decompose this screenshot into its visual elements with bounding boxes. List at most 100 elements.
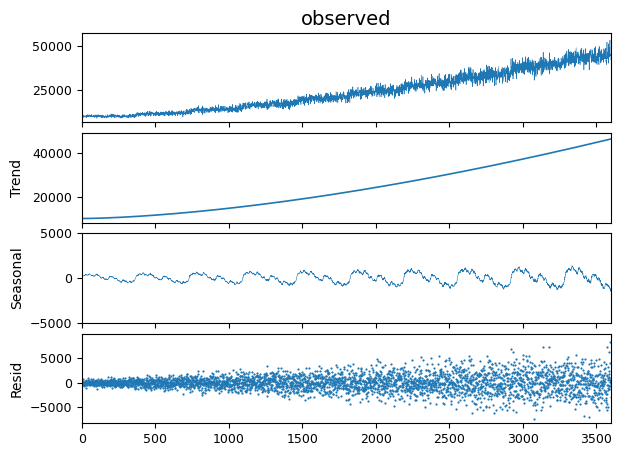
- Point: [420, 372, 430, 379]
- Point: [428, 379, 438, 386]
- Point: [139, 384, 149, 391]
- Point: [570, 382, 580, 390]
- Point: [517, 377, 527, 384]
- Point: [192, 381, 202, 388]
- Point: [517, 392, 527, 399]
- Point: [237, 378, 247, 386]
- Point: [289, 376, 299, 384]
- Point: [500, 362, 510, 370]
- Point: [467, 376, 478, 384]
- Point: [334, 379, 344, 387]
- Point: [225, 374, 235, 382]
- Point: [362, 384, 372, 392]
- Point: [558, 374, 568, 381]
- Point: [346, 382, 356, 389]
- Point: [276, 364, 286, 371]
- Point: [495, 380, 505, 387]
- Point: [382, 379, 392, 387]
- Point: [581, 384, 591, 391]
- Point: [106, 377, 117, 384]
- Point: [226, 385, 236, 392]
- Point: [368, 377, 378, 385]
- Point: [262, 362, 272, 369]
- Point: [466, 376, 476, 384]
- Point: [422, 375, 432, 383]
- Point: [541, 369, 551, 376]
- Point: [368, 383, 378, 390]
- Point: [161, 376, 171, 384]
- Point: [113, 381, 123, 388]
- Point: [588, 380, 598, 387]
- Point: [412, 376, 422, 384]
- Point: [454, 371, 464, 378]
- Point: [209, 376, 219, 383]
- Point: [612, 388, 622, 396]
- Point: [466, 372, 476, 380]
- Point: [440, 376, 450, 383]
- Point: [176, 374, 186, 381]
- Point: [230, 376, 240, 383]
- Point: [529, 389, 539, 397]
- Point: [231, 376, 241, 384]
- Point: [519, 378, 529, 386]
- Point: [185, 380, 195, 388]
- Point: [581, 397, 591, 405]
- Point: [185, 388, 195, 396]
- Point: [539, 364, 549, 371]
- Point: [285, 379, 295, 386]
- Point: [445, 376, 455, 384]
- Point: [172, 377, 182, 384]
- Point: [578, 366, 588, 374]
- Point: [123, 383, 133, 391]
- Point: [451, 368, 461, 375]
- Point: [486, 390, 496, 398]
- Point: [396, 392, 406, 399]
- Point: [592, 382, 602, 390]
- Point: [445, 378, 455, 385]
- Point: [407, 357, 417, 364]
- Point: [355, 379, 365, 387]
- Point: [215, 383, 225, 390]
- Point: [300, 376, 310, 383]
- Point: [490, 380, 500, 388]
- Point: [610, 377, 621, 384]
- Point: [501, 364, 512, 372]
- Point: [578, 381, 588, 388]
- Point: [238, 373, 248, 380]
- Point: [212, 381, 222, 389]
- Point: [425, 380, 435, 388]
- Point: [391, 376, 401, 384]
- Point: [379, 383, 389, 391]
- Point: [257, 374, 267, 381]
- Point: [232, 371, 242, 378]
- Point: [315, 383, 325, 390]
- Point: [336, 374, 346, 382]
- Point: [336, 376, 346, 384]
- Point: [235, 386, 245, 394]
- Point: [505, 384, 515, 391]
- Point: [464, 384, 474, 392]
- Point: [319, 374, 329, 381]
- Point: [290, 377, 300, 385]
- Point: [223, 376, 233, 384]
- Point: [231, 374, 241, 382]
- Point: [125, 377, 135, 385]
- Point: [372, 369, 382, 377]
- Point: [122, 379, 132, 387]
- Point: [366, 384, 376, 391]
- Point: [291, 372, 301, 379]
- Point: [566, 382, 576, 389]
- Point: [573, 388, 583, 395]
- Point: [266, 381, 276, 388]
- Point: [447, 381, 457, 388]
- Point: [438, 385, 449, 393]
- Point: [548, 371, 558, 378]
- Point: [462, 378, 472, 386]
- Point: [602, 400, 612, 407]
- Point: [97, 382, 107, 389]
- Point: [434, 375, 444, 382]
- Point: [180, 380, 190, 388]
- Point: [222, 375, 232, 383]
- Point: [242, 383, 252, 390]
- Point: [588, 390, 598, 397]
